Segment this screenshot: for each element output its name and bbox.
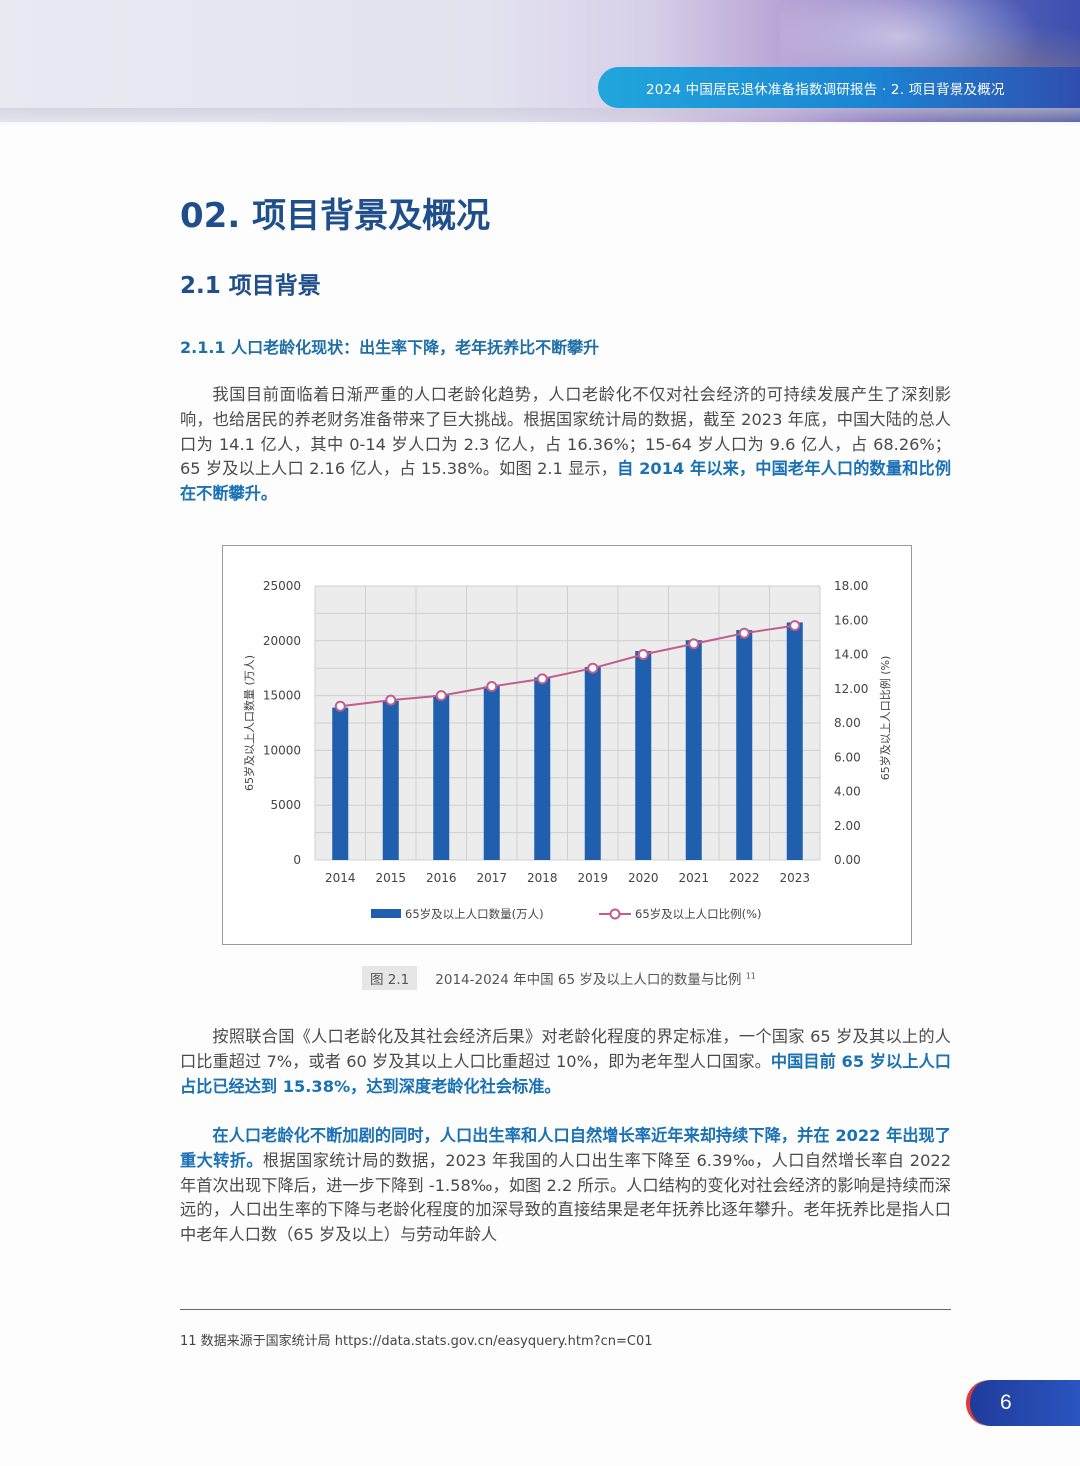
paragraph-3-text: 根据国家统计局的数据，2023 年我国的人口出生率下降至 6.39‰，人口自然增… xyxy=(180,1150,952,1245)
ratio-point-2018 xyxy=(536,673,548,685)
header-shadow xyxy=(0,108,1080,126)
footnote-divider xyxy=(180,1309,951,1310)
bar-2020 xyxy=(635,651,652,860)
x-tick-label: 2021 xyxy=(678,871,709,885)
y-axis-title: 65岁及以上人口数量 (万人) xyxy=(242,655,256,791)
y2-tick-label: 2.00 xyxy=(834,819,861,833)
y2-tick-label: 16.00 xyxy=(834,613,868,627)
population-chart: 0 5000 10000 15000 20000 25000 0.00 2.00 4.00 6.0… xyxy=(242,579,892,921)
y-tick-label: 5000 xyxy=(270,798,301,812)
footnote: 11 数据来源于国家统计局 https://data.stats.gov.cn/… xyxy=(180,1334,653,1349)
paragraph-2-highlight: 中国目前 65 岁以上人口占比已经达到 15.38%，达到深度老龄化社会标准。 xyxy=(180,1051,951,1096)
x-tick-label: 2020 xyxy=(628,871,659,885)
ratio-point-2022 xyxy=(738,627,750,639)
figure-caption: 图 2.1 2014-2024 年中国 65 岁及以上人口的数量与比例 11 xyxy=(362,966,756,990)
chart-frame: 0 5000 10000 15000 20000 25000 0.00 2.00 4.00 6.0… xyxy=(222,545,912,945)
bar-2023 xyxy=(786,622,803,860)
section-title: 02. 项目背景及概况 xyxy=(180,196,491,236)
bar-2018 xyxy=(534,677,551,860)
legend-bar-label: 65岁及以上人口数量(万人) xyxy=(405,907,544,921)
page-number: 6 xyxy=(1000,1391,1012,1414)
bar-2021 xyxy=(685,640,702,860)
x-tick-label: 2023 xyxy=(779,871,810,885)
legend-bar-swatch xyxy=(371,909,401,918)
ratio-point-2016 xyxy=(435,690,447,702)
y2-tick-label: 8.00 xyxy=(834,716,861,730)
y2-tick-label: 0.00 xyxy=(834,853,861,867)
subsection-title: 2.1 项目背景 xyxy=(180,273,321,299)
bar-2014 xyxy=(332,707,349,860)
y-tick-label: 25000 xyxy=(263,579,301,593)
paragraph-1-highlight: 自 2014 年以来，中国老年人口的数量和比例在不断攀升。 xyxy=(180,459,952,504)
y2-axis-title: 65岁及以上人口比例 (%) xyxy=(878,656,892,781)
subsubsection-title: 2.1.1 人口老龄化现状：出生率下降，老年抚养比不断攀升 xyxy=(180,338,600,357)
bar-2022 xyxy=(736,630,753,860)
paragraph-1: 我国目前面临着日渐严重的人口老龄化趋势，人口老龄化不仅对社会经济的可持续发展产生… xyxy=(180,383,951,507)
y2-tick-label: 18.00 xyxy=(834,579,868,593)
paragraph-2: 按照联合国《人口老龄化及其社会经济后果》对老龄化程度的界定标准，一个国家 65 … xyxy=(180,1025,951,1099)
bar-2019 xyxy=(584,667,601,860)
ratio-point-2015 xyxy=(385,694,397,706)
paragraph-2-text: 按照联合国《人口老龄化及其社会经济后果》对老龄化程度的界定标准，一个国家 65 … xyxy=(180,1027,951,1071)
ratio-point-2020 xyxy=(637,649,649,660)
ratio-point-2021 xyxy=(688,638,700,650)
ratio-point-2019 xyxy=(587,662,599,674)
page-tab-accent xyxy=(966,1380,996,1426)
x-tick-label: 2022 xyxy=(729,871,760,885)
y2-tick-label: 4.00 xyxy=(834,785,861,799)
y-tick-label: 15000 xyxy=(263,689,301,703)
y-tick-label: 10000 xyxy=(263,743,301,757)
ratio-point-2017 xyxy=(486,680,498,692)
bar-2017 xyxy=(483,686,500,860)
y2-tick-label: 6.00 xyxy=(834,750,861,764)
y-tick-label: 0 xyxy=(293,853,301,867)
y-tick-label: 20000 xyxy=(263,634,301,648)
ratio-point-2014 xyxy=(334,700,346,712)
running-header: 2024 中国居民退休准备指数调研报告 · 2. 项目背景及概况 xyxy=(598,67,1080,108)
bar-2015 xyxy=(382,700,399,860)
x-tick-label: 2017 xyxy=(476,871,507,885)
ratio-point-2023 xyxy=(789,620,801,632)
figure-footnote-ref: 11 xyxy=(745,971,756,981)
figure-caption-text: 2014-2024 年中国 65 岁及以上人口的数量与比例 xyxy=(435,972,742,988)
x-tick-label: 2018 xyxy=(527,871,558,885)
legend-line-marker xyxy=(609,908,621,920)
y2-tick-label: 14.00 xyxy=(834,648,868,662)
bar-2016 xyxy=(433,695,450,860)
paragraph-1-text: 我国目前面临着日渐严重的人口老龄化趋势，人口老龄化不仅对社会经济的可持续发展产生… xyxy=(180,385,951,479)
figure-label: 图 2.1 xyxy=(362,966,418,990)
legend-line-label: 65岁及以上人口比例(%) xyxy=(635,907,762,921)
x-tick-label: 2019 xyxy=(577,871,608,885)
ratio-line xyxy=(340,624,795,708)
x-tick-label: 2014 xyxy=(325,871,356,885)
paragraph-3: 在人口老龄化不断加剧的同时，人口出生率和人口自然增长率近年来却持续下降，并在 2… xyxy=(180,1124,951,1248)
paragraph-3-highlight: 在人口老龄化不断加剧的同时，人口出生率和人口自然增长率近年来却持续下降，并在 2… xyxy=(180,1126,951,1170)
y2-tick-label: 12.00 xyxy=(834,682,868,696)
x-tick-label: 2016 xyxy=(426,871,457,885)
running-title: 2024 中国居民退休准备指数调研报告 · 2. 项目背景及概况 xyxy=(646,82,1005,98)
x-tick-label: 2015 xyxy=(375,871,406,885)
